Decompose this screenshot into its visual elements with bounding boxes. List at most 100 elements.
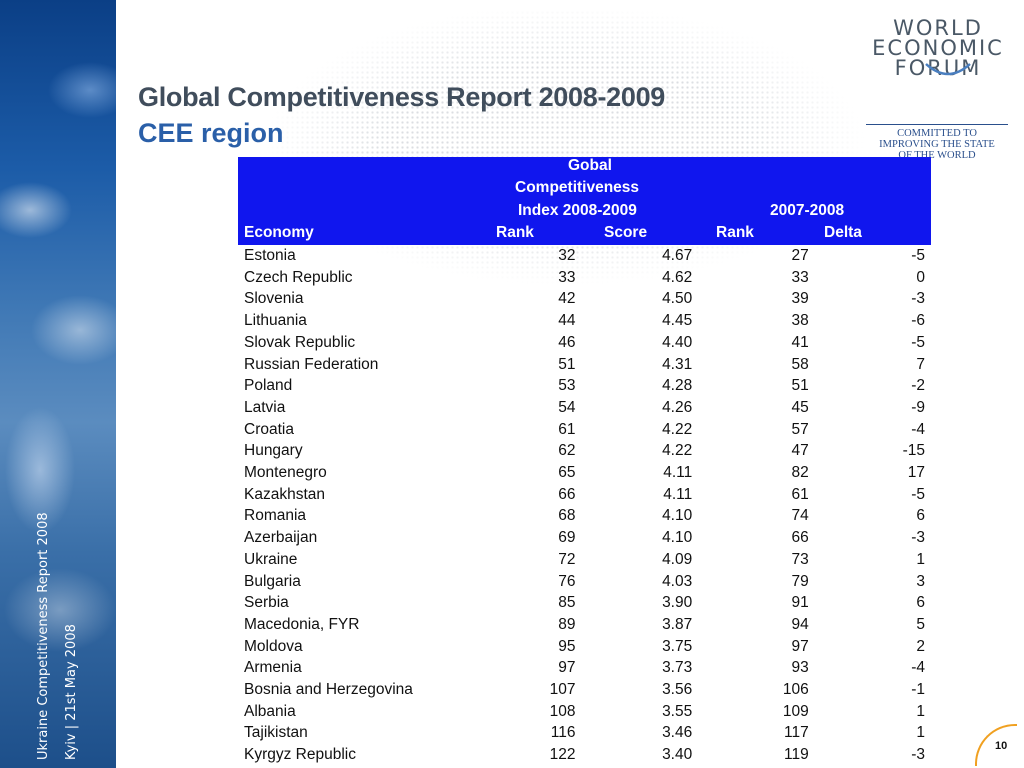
header-delta: Delta	[824, 224, 862, 241]
rank-cell: 108	[549, 702, 576, 720]
table-row: Slovenia 42 4.50 39 -3	[238, 288, 931, 310]
score-cell: 4.09	[662, 550, 693, 568]
rank-cell: 62	[558, 442, 576, 460]
economy-cell: Albania	[244, 702, 296, 720]
score-cell: 4.62	[662, 268, 693, 286]
table-header: Gobal Competitiveness Index 2008-2009 20…	[238, 157, 931, 245]
delta-cell: -15	[902, 442, 925, 460]
table-row: Azerbaijan 69 4.10 66 -3	[238, 527, 931, 549]
prev-rank-cell: 91	[791, 594, 809, 612]
delta-cell: 17	[907, 464, 925, 482]
economy-cell: Romania	[244, 507, 307, 525]
table-row: Ukraine 72 4.09 73 1	[238, 549, 931, 571]
delta-cell: -5	[911, 485, 925, 503]
delta-cell: 7	[916, 355, 925, 373]
score-cell: 3.73	[662, 659, 693, 677]
prev-rank-cell: 82	[791, 464, 809, 482]
score-cell: 4.10	[662, 507, 693, 525]
rank-cell: 72	[558, 550, 576, 568]
delta-cell: -3	[911, 290, 925, 308]
table-row: Estonia 32 4.67 27 -5	[238, 245, 931, 267]
header-economy: Economy	[244, 224, 314, 241]
delta-cell: -5	[911, 333, 925, 351]
rank-cell: 44	[558, 312, 576, 330]
prev-rank-cell: 61	[791, 485, 809, 503]
header-score: Score	[604, 224, 648, 241]
delta-cell: -4	[911, 420, 925, 438]
delta-cell: 2	[916, 637, 925, 655]
delta-cell: -1	[911, 681, 925, 699]
delta-cell: 1	[916, 550, 925, 568]
rank-cell: 95	[558, 637, 576, 655]
prev-rank-cell: 93	[791, 659, 809, 677]
table-row: Albania 108 3.55 109 1	[238, 701, 931, 723]
rank-cell: 46	[558, 333, 576, 351]
score-cell: 3.87	[662, 615, 693, 633]
score-cell: 3.90	[662, 594, 693, 612]
logo-line-1: WORLD	[893, 16, 983, 40]
report-name-vertical: Ukraine Competitiveness Report 2008	[36, 512, 51, 760]
economy-cell: Ukraine	[244, 550, 298, 568]
economy-cell: Moldova	[244, 637, 303, 655]
score-cell: 3.55	[662, 702, 693, 720]
rank-cell: 65	[558, 464, 576, 482]
economy-cell: Tajikistan	[244, 724, 308, 742]
tagline-line-3: OF THE WORLD	[898, 150, 976, 161]
prev-rank-cell: 51	[791, 377, 809, 395]
score-cell: 4.31	[662, 355, 693, 373]
rank-cell: 68	[558, 507, 576, 525]
rank-cell: 116	[550, 724, 576, 742]
prev-rank-cell: 79	[791, 572, 809, 590]
rank-cell: 122	[549, 746, 576, 764]
table-row: Hungary 62 4.22 47 -15	[238, 440, 931, 462]
tagline-line-2: IMPROVING THE STATE	[879, 139, 995, 150]
score-cell: 4.40	[662, 333, 693, 351]
prev-rank-cell: 117	[783, 724, 809, 742]
prev-rank-cell: 33	[791, 268, 809, 286]
wef-tagline: COMMITTED TO IMPROVING THE STATE OF THE …	[866, 124, 1008, 161]
table-row: Croatia 61 4.22 57 -4	[238, 419, 931, 441]
prev-rank-cell: 66	[791, 529, 809, 547]
economy-cell: Slovak Republic	[244, 333, 356, 351]
prev-rank-cell: 97	[791, 637, 809, 655]
page-title: Global Competitiveness Report 2008-2009	[138, 82, 665, 112]
prev-rank-cell: 57	[791, 420, 809, 438]
score-cell: 4.22	[662, 442, 693, 460]
prev-rank-cell: 119	[783, 746, 809, 764]
rank-cell: 76	[558, 572, 576, 590]
prev-rank-cell: 39	[791, 290, 809, 308]
delta-cell: -9	[911, 398, 925, 416]
table-row: Lithuania 44 4.45 38 -6	[238, 310, 931, 332]
delta-cell: 0	[916, 268, 925, 286]
score-cell: 4.67	[662, 247, 693, 264]
page-number-badge: 10	[975, 724, 1017, 766]
rank-cell: 66	[558, 485, 576, 503]
prev-rank-cell: 41	[791, 333, 809, 351]
economy-cell: Poland	[244, 377, 293, 395]
economy-cell: Kyrgyz Republic	[244, 746, 356, 764]
table-row: Slovak Republic 46 4.40 41 -5	[238, 332, 931, 354]
rank-cell: 33	[558, 268, 576, 286]
tagline-line-1: COMMITTED TO	[897, 128, 977, 139]
header-rank-prev: Rank	[716, 224, 754, 241]
prev-rank-cell: 106	[782, 681, 809, 699]
rank-cell: 85	[558, 594, 576, 612]
rank-cell: 51	[558, 355, 576, 373]
score-cell: 4.03	[662, 572, 693, 590]
table-row: Bulgaria 76 4.03 79 3	[238, 571, 931, 593]
rank-cell: 89	[558, 615, 576, 633]
score-cell: 4.50	[662, 290, 693, 308]
economy-cell: Latvia	[244, 398, 286, 416]
prev-rank-cell: 38	[791, 312, 809, 330]
score-cell: 4.10	[662, 529, 693, 547]
economy-cell: Russian Federation	[244, 355, 379, 373]
prev-rank-cell: 73	[791, 550, 809, 568]
score-cell: 3.40	[662, 746, 693, 764]
prev-rank-cell: 47	[791, 442, 809, 460]
delta-cell: 1	[916, 724, 925, 742]
table-row: Bosnia and Herzegovina 107 3.56 106 -1	[238, 679, 931, 701]
table-row: Russian Federation 51 4.31 58 7	[238, 354, 931, 376]
table-row: Kyrgyz Republic 122 3.40 119 -3	[238, 744, 931, 766]
table-row: Montenegro 65 4.11 82 17	[238, 462, 931, 484]
logo-line-3: FORUM	[894, 56, 982, 80]
